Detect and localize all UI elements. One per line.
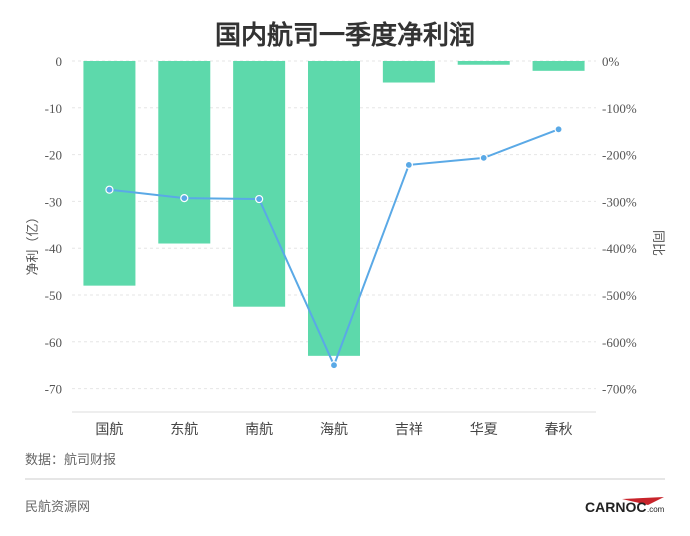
category-label: 吉祥 <box>395 422 423 438</box>
y2-tick-label: -300% <box>602 194 637 209</box>
gridlines <box>72 60 596 413</box>
line-point <box>329 361 339 370</box>
y2-tick-label: -200% <box>602 148 637 163</box>
bar <box>158 61 211 244</box>
logo-wordmark: CARNOC <box>585 499 646 515</box>
bar <box>233 61 286 307</box>
bar <box>382 61 435 83</box>
category-label: 华夏 <box>470 422 498 438</box>
line-point <box>479 153 488 162</box>
y2-tick-label: -500% <box>602 288 637 303</box>
y2-tick-label: 0% <box>602 54 620 69</box>
chart-title: 国内航司一季度净利润 <box>215 20 475 51</box>
logo-swoosh <box>622 497 664 505</box>
y2-tick-label: -600% <box>602 335 637 350</box>
category-label: 国航 <box>95 422 123 438</box>
carnoc-logo: CARNOC .com <box>585 497 665 515</box>
y2-tick-label: -400% <box>602 241 637 256</box>
left-axis: 0 -10 -20 -30 -40 -50 -60 -70 <box>45 54 62 397</box>
bar <box>457 61 510 65</box>
y-tick-label: -30 <box>45 194 62 209</box>
category-label: 海航 <box>320 422 348 438</box>
y-tick-label: -50 <box>45 288 62 303</box>
logo-suffix: .com <box>647 505 665 514</box>
y-axis-label: 净利（亿） <box>26 210 41 275</box>
line-point <box>180 194 189 203</box>
footer-site-name: 民航资源网 <box>25 499 90 515</box>
source-note: 数据：航司财报 <box>25 452 116 468</box>
category-label: 东航 <box>170 422 198 438</box>
category-axis: 国航 东航 南航 海航 吉祥 华夏 春秋 <box>95 422 572 438</box>
y2-tick-label: -100% <box>602 101 637 116</box>
line-point <box>255 194 264 204</box>
line-series <box>105 125 563 370</box>
y-tick-label: -60 <box>45 335 62 350</box>
bar-series <box>83 61 585 356</box>
right-axis: 0% -100% -200% -300% -400% -500% -600% -700% <box>602 54 637 397</box>
category-label: 南航 <box>245 422 273 438</box>
y-tick-label: 0 <box>56 54 63 69</box>
line-point <box>404 160 413 169</box>
bar <box>532 61 585 71</box>
y-tick-label: -10 <box>45 101 62 116</box>
line-point <box>554 125 563 134</box>
y-tick-label: -20 <box>45 148 62 163</box>
y-tick-label: -40 <box>45 241 62 256</box>
bar <box>308 61 360 356</box>
y2-axis-label: 同比 <box>650 230 665 256</box>
line-point <box>105 185 114 194</box>
y2-tick-label: -700% <box>602 382 637 397</box>
bar <box>83 61 136 286</box>
y-tick-label: -70 <box>45 382 62 397</box>
category-label: 春秋 <box>545 422 573 438</box>
